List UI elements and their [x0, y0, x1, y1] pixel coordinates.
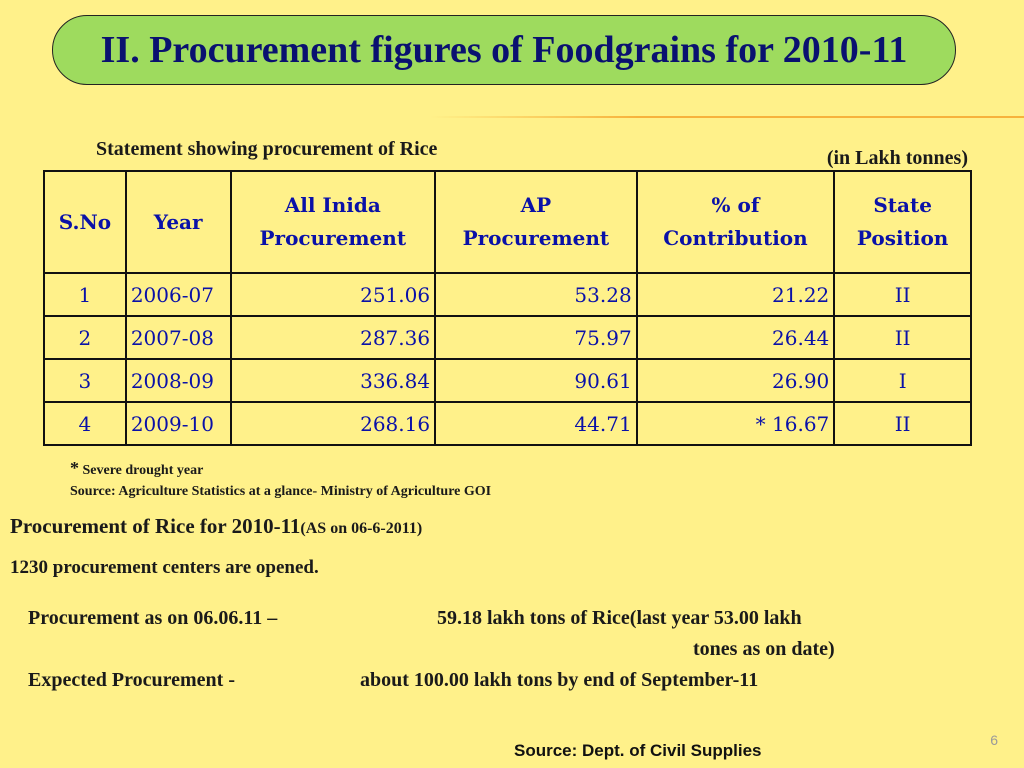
table-row: 1 2006-07 251.06 53.28 21.22 II: [43, 272, 972, 317]
cell-sno: 2: [43, 315, 127, 360]
cell-sno: 3: [43, 358, 127, 403]
expected-value: about 100.00 lakh tons by end of Septemb…: [360, 669, 759, 691]
procurement-value: 59.18 lakh tons of Rice(last year 53.00 …: [437, 607, 802, 629]
footnote: * Severe drought year: [70, 458, 203, 479]
cell-contribution: * 16.67: [635, 401, 836, 446]
slide-title: II. Procurement figures of Foodgrains fo…: [100, 29, 908, 71]
footnote-text: Severe drought year: [82, 463, 204, 478]
decorative-rule: [430, 116, 1024, 118]
header-contribution: % of Contribution: [635, 170, 836, 274]
section-heading: Procurement of Rice for 2010-11(AS on 06…: [10, 514, 422, 539]
table-row: 4 2009-10 268.16 44.71 * 16.67 II: [43, 401, 972, 446]
cell-year: 2009-10: [124, 401, 232, 446]
cell-sno: 1: [43, 272, 127, 317]
cell-position: II: [833, 401, 972, 446]
cell-year: 2007-08: [124, 315, 232, 360]
page-number: 6: [990, 732, 998, 748]
centers-text: 1230 procurement centers are opened.: [10, 557, 319, 578]
cell-all-india: 287.36: [229, 315, 437, 360]
cell-all-india: 268.16: [229, 401, 437, 446]
cell-ap: 75.97: [434, 315, 638, 360]
cell-contribution: 21.22: [635, 272, 836, 317]
cell-contribution: 26.90: [635, 358, 836, 403]
table-header-row: S.No Year All Inida Procurement AP Procure…: [43, 170, 972, 274]
header-sno: S.No: [43, 170, 127, 274]
cell-contribution: 26.44: [635, 315, 836, 360]
cell-ap: 90.61: [434, 358, 638, 403]
cell-all-india: 336.84: [229, 358, 437, 403]
cell-position: II: [833, 272, 972, 317]
footnote-star: *: [70, 458, 79, 478]
header-all-india: All Inida Procurement: [229, 170, 437, 274]
section-heading-note: (AS on 06-6-2011): [300, 520, 423, 537]
title-banner: II. Procurement figures of Foodgrains fo…: [52, 15, 956, 85]
expected-label: Expected Procurement -: [28, 669, 235, 691]
procurement-label: Procurement as on 06.06.11 –: [28, 607, 278, 629]
cell-sno: 4: [43, 401, 127, 446]
table-row: 2 2007-08 287.36 75.97 26.44 II: [43, 315, 972, 360]
procurement-table: S.No Year All Inida Procurement AP Procure…: [43, 170, 972, 446]
table-row: 3 2008-09 336.84 90.61 26.90 I: [43, 358, 972, 403]
source-note: Source: Dept. of Civil Supplies: [514, 741, 762, 760]
header-ap: AP Procurement: [434, 170, 638, 274]
header-year: Year: [124, 170, 232, 274]
header-state-position: State Position: [833, 170, 972, 274]
procurement-value-continued: tones as on date): [693, 638, 835, 660]
cell-ap: 44.71: [434, 401, 638, 446]
cell-position: I: [833, 358, 972, 403]
cell-year: 2006-07: [124, 272, 232, 317]
table-source: Source: Agriculture Statistics at a glan…: [70, 484, 492, 499]
cell-all-india: 251.06: [229, 272, 437, 317]
table-caption: Statement showing procurement of Rice: [96, 138, 438, 160]
cell-position: II: [833, 315, 972, 360]
cell-year: 2008-09: [124, 358, 232, 403]
units-label: (in Lakh tonnes): [826, 147, 968, 169]
section-heading-text: Procurement of Rice for 2010-11: [10, 514, 301, 538]
cell-ap: 53.28: [434, 272, 638, 317]
